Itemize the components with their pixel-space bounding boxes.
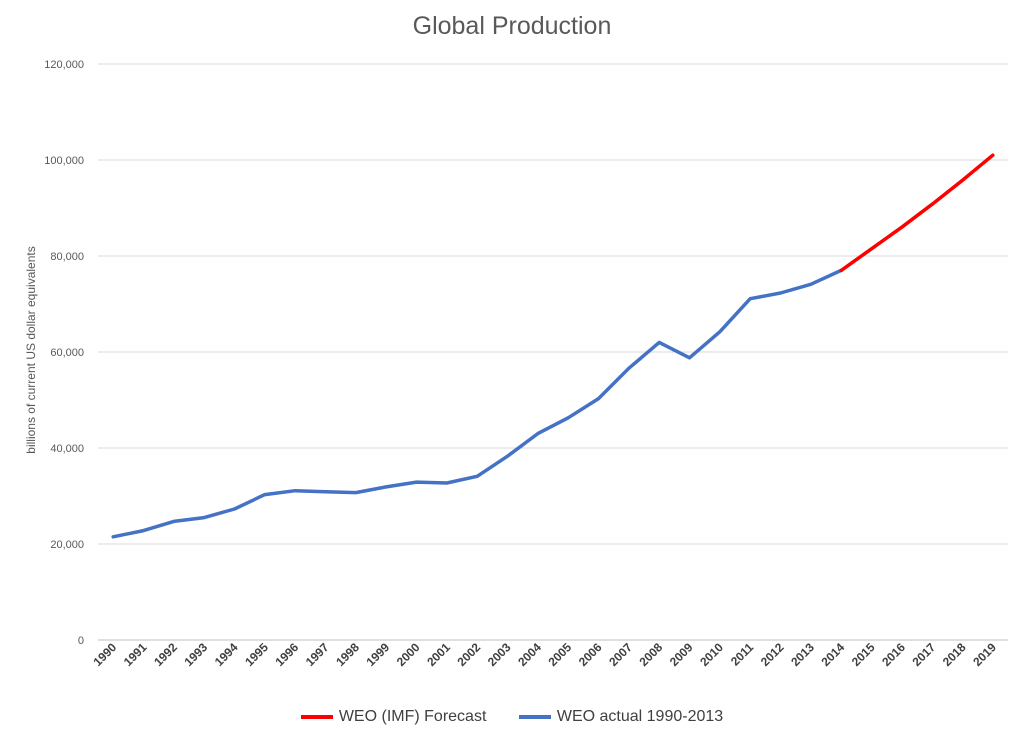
x-tick-label: 2003 [485,640,514,669]
x-tick-label: 2009 [667,640,696,669]
series-line [111,268,843,539]
legend-label-actual: WEO actual 1990-2013 [556,708,724,725]
x-tick-label: 2018 [940,640,969,669]
x-tick-label: 2001 [424,640,453,669]
x-tick-label: 2015 [849,640,878,669]
y-tick-labels: 0 20,000 40,000 60,000 80,000 100,000 120,000 [44,59,84,647]
series-lines [111,153,995,539]
x-tick-label: 2012 [758,640,787,669]
x-tick-label: 1990 [91,640,120,669]
y-tick-label: 80,000 [50,251,84,263]
legend-swatch-forecast [300,715,333,719]
x-tick-labels: 1990 1991 1992 1993 1994 1995 1996 1997 1998 1999… [91,640,1000,669]
x-tick-label: 2016 [879,640,908,669]
legend-swatch-actual [518,715,551,719]
x-tick-label: 2004 [515,640,544,669]
y-tick-label: 20,000 [50,539,84,551]
x-tick-label: 2008 [637,640,666,669]
x-tick-label: 1993 [182,640,211,669]
gridlines [98,63,1008,641]
x-tick-label: 2010 [697,640,726,669]
plot-area: 020,00040,00060,00080,000100,000120,000 … [44,59,1008,669]
x-tick-label: 1994 [212,640,241,669]
x-tick-label: 1998 [333,640,362,669]
x-tick-label: 2002 [455,640,484,669]
legend-label-forecast: WEO (IMF) Forecast [338,708,487,725]
x-tick-label: 2006 [576,640,605,669]
x-tick-label: 1995 [242,640,271,669]
chart-title: Global Production [412,12,612,40]
x-tick-label: 2000 [394,640,423,669]
x-tick-label: 1999 [364,640,393,669]
y-tick-label: 40,000 [50,443,84,455]
legend: WEO (IMF) Forecast WEO actual 1990-2013 [0,706,1024,726]
x-tick-label: 2014 [819,640,848,669]
x-tick-label: 2011 [728,640,757,669]
y-tick-label: 60,000 [50,347,84,359]
x-tick-label: 2005 [546,640,575,669]
x-tick-label: 2013 [788,640,817,669]
x-tick-label: 2007 [606,640,635,669]
x-tick-label: 2019 [970,640,999,669]
x-tick-label: 1997 [303,640,332,669]
y-tick-label: 0 [78,635,84,647]
x-tick-label: 1992 [151,640,180,669]
y-tick-label: 100,000 [44,155,84,167]
legend-item-actual: WEO actual 1990-2013 [518,708,724,726]
series-line [839,153,995,273]
x-tick-label: 2017 [910,640,939,669]
y-tick-label: 120,000 [44,59,84,71]
x-tick-label: 1991 [121,640,150,669]
x-tick-label: 1996 [273,640,302,669]
legend-item-forecast: WEO (IMF) Forecast [300,708,487,726]
